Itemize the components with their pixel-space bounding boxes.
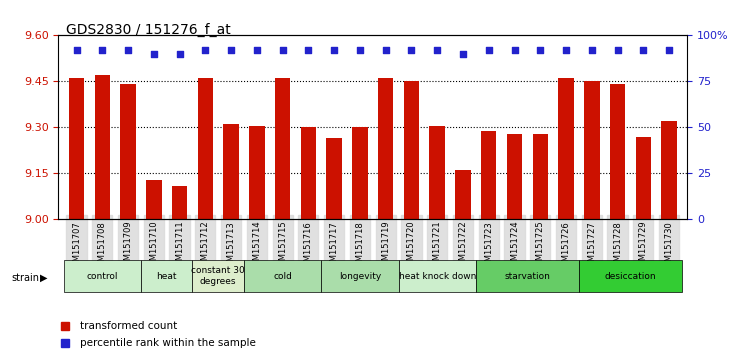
- Bar: [327, 138, 342, 219]
- Bar: [352, 127, 368, 219]
- Point: [586, 47, 598, 53]
- Point: [303, 47, 314, 53]
- FancyBboxPatch shape: [192, 260, 244, 292]
- Point: [406, 47, 417, 53]
- FancyBboxPatch shape: [476, 260, 579, 292]
- Bar: [146, 179, 162, 219]
- Point: [200, 47, 211, 53]
- Text: GDS2830 / 151276_f_at: GDS2830 / 151276_f_at: [66, 23, 230, 37]
- Point: [71, 47, 83, 53]
- Text: percentile rank within the sample: percentile rank within the sample: [80, 338, 257, 348]
- Text: desiccation: desiccation: [605, 272, 656, 281]
- Text: strain: strain: [11, 273, 39, 283]
- Bar: [249, 126, 265, 219]
- Bar: [430, 126, 445, 219]
- Point: [251, 47, 262, 53]
- Point: [637, 47, 649, 53]
- Bar: [507, 133, 522, 219]
- FancyBboxPatch shape: [579, 260, 682, 292]
- Point: [431, 47, 443, 53]
- Bar: [69, 78, 84, 219]
- Point: [663, 47, 675, 53]
- Point: [612, 47, 624, 53]
- Text: cold: cold: [273, 272, 292, 281]
- Bar: [662, 121, 677, 219]
- FancyBboxPatch shape: [141, 260, 192, 292]
- Text: control: control: [86, 272, 118, 281]
- Bar: [481, 131, 496, 219]
- Point: [534, 47, 546, 53]
- Point: [509, 47, 520, 53]
- Text: ▶: ▶: [40, 273, 48, 283]
- Point: [457, 51, 469, 57]
- Point: [560, 47, 572, 53]
- Bar: [636, 137, 651, 219]
- Point: [483, 47, 495, 53]
- Text: heat: heat: [156, 272, 177, 281]
- Bar: [121, 85, 136, 219]
- Bar: [610, 85, 625, 219]
- FancyBboxPatch shape: [398, 260, 476, 292]
- Text: transformed count: transformed count: [80, 321, 178, 331]
- Text: longevity: longevity: [338, 272, 381, 281]
- Text: constant 30
degrees: constant 30 degrees: [192, 267, 245, 286]
- Text: heat knock down: heat knock down: [398, 272, 476, 281]
- Bar: [197, 78, 213, 219]
- Point: [328, 47, 340, 53]
- Bar: [533, 133, 548, 219]
- Bar: [94, 75, 110, 219]
- Point: [225, 47, 237, 53]
- Point: [96, 47, 108, 53]
- Bar: [275, 78, 290, 219]
- Point: [148, 51, 159, 57]
- Bar: [300, 127, 316, 219]
- FancyBboxPatch shape: [244, 260, 322, 292]
- Point: [122, 47, 134, 53]
- Bar: [455, 170, 471, 219]
- Bar: [172, 186, 187, 219]
- Bar: [224, 124, 239, 219]
- Point: [277, 47, 289, 53]
- Bar: [584, 81, 599, 219]
- Point: [380, 47, 392, 53]
- Point: [354, 47, 366, 53]
- Bar: [404, 81, 419, 219]
- FancyBboxPatch shape: [322, 260, 398, 292]
- Point: [174, 51, 186, 57]
- FancyBboxPatch shape: [64, 260, 141, 292]
- Text: starvation: starvation: [504, 272, 550, 281]
- Bar: [558, 78, 574, 219]
- Bar: [378, 78, 393, 219]
